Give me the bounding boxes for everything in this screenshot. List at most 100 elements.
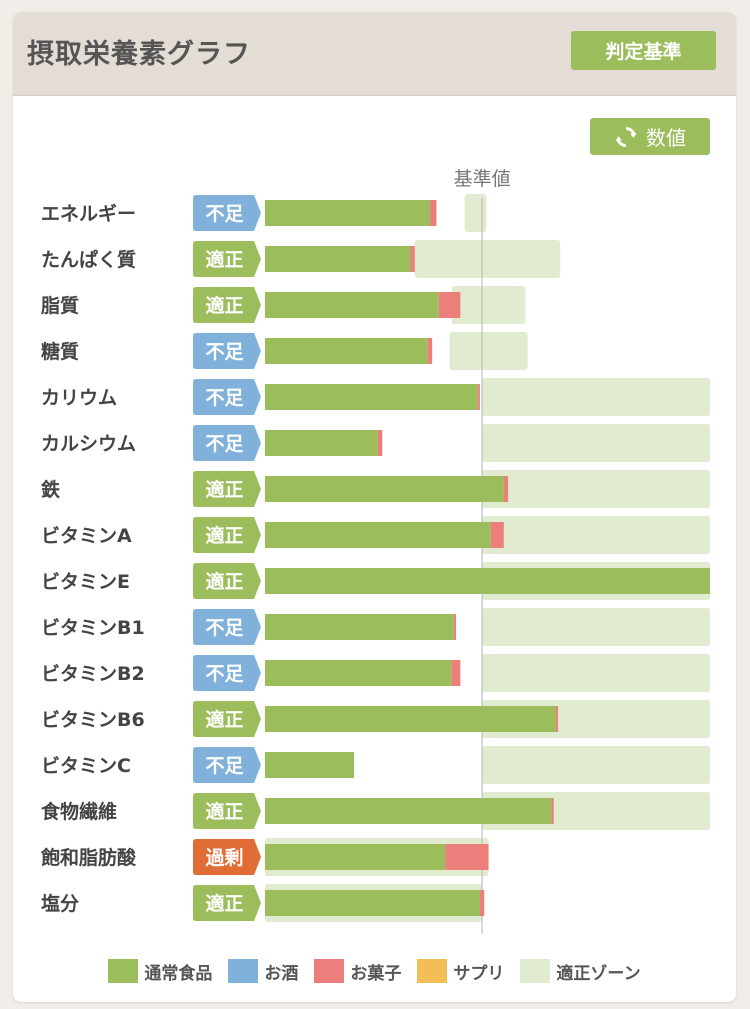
nutrient-label: たんぱく質 [41,248,136,271]
zone-band [482,746,710,784]
nutrient-label: エネルギー [41,203,136,225]
legend-item: サプリ [417,959,504,984]
status-badge-label: 不足 [205,203,244,225]
refresh-icon [614,125,638,149]
zone-band [482,608,710,646]
status-badge [193,701,261,737]
bar-food [265,568,710,594]
bar-snacks [453,614,457,640]
status-badge-label: 適正 [205,248,243,271]
bar-food [265,798,552,824]
bar-snacks [477,384,480,410]
status-badge-label: 不足 [205,617,244,639]
legend-swatch [228,959,259,983]
status-badge [193,839,261,875]
status-badge [193,793,261,829]
status-badge-label: 適正 [205,570,243,593]
values-button-label: 数値 [646,126,686,150]
nutrient-label: ビタミンB1 [41,617,145,639]
status-badge-label: 不足 [205,433,244,455]
values-toggle-button[interactable]: 数値 [590,118,710,155]
status-badge [193,379,261,415]
chart-legend: 通常食品 お酒 お菓子 サプリ 適正ゾーン [13,957,736,985]
nutrient-label: 食物繊維 [41,800,117,823]
nutrient-graph-card: 摂取栄養素グラフ 判定基準 数値 基準値 エネルギー 不足 たんぱく質 適正 脂質 適正 糖質… [13,12,736,1002]
zone-band [464,194,487,232]
status-badge [193,333,261,369]
bar-food [265,706,556,732]
zone-band [414,240,561,278]
status-badge-label: 適正 [205,800,243,823]
zone-band [482,516,710,554]
page-title: 摂取栄養素グラフ [27,39,251,70]
status-badge [193,471,261,507]
bar-snacks [479,890,485,916]
status-badge-label: 適正 [205,294,243,317]
legend-label: サプリ [453,963,505,984]
status-badge [193,885,261,921]
zone-band [482,654,710,692]
legend-label: 適正ゾーン [556,963,641,984]
legend-item: 通常食品 [108,959,212,984]
bar-snacks [427,338,433,364]
bar-snacks [445,844,489,870]
bar-snacks [551,798,554,824]
criteria-button[interactable]: 判定基準 [571,31,716,70]
status-badge-label: 不足 [205,663,244,685]
status-badge [193,609,261,645]
reference-label: 基準値 [454,168,511,190]
nutrient-label: ビタミンC [41,755,131,777]
bar-food [265,476,504,502]
status-badge-label: 不足 [205,341,244,363]
legend-label: 通常食品 [144,963,213,984]
nutrient-label: カルシウム [41,433,136,455]
bar-snacks [429,200,437,226]
zone-band [482,424,710,462]
legend-item: お酒 [228,959,298,984]
zone-band [482,470,710,508]
status-badge [193,425,261,461]
status-badge-label: 不足 [205,755,244,777]
nutrient-label: 糖質 [41,340,79,363]
legend-swatch [314,959,345,983]
nutrient-label: 脂質 [41,294,79,317]
nutrient-label: ビタミンB6 [41,709,145,731]
bar-snacks [490,522,504,548]
nutrient-label: カリウム [41,387,117,409]
status-badge [193,655,261,691]
bar-snacks [555,706,559,732]
legend-swatch [108,959,139,983]
status-badge-label: 適正 [205,892,243,915]
legend-item: 適正ゾーン [520,959,641,984]
nutrient-label: 鉄 [41,478,60,501]
card-header: 摂取栄養素グラフ 判定基準 [13,12,736,96]
nutrient-chart: 基準値エネルギー 不足たんぱく質 適正脂質 適正糖質 不足カリウム 不足カルシウム 不足鉄適… [40,168,710,934]
status-badge [193,747,261,783]
nutrient-label: 飽和脂肪酸 [40,846,137,869]
bar-food [265,752,354,778]
status-badge [193,563,261,599]
status-badge [193,195,261,231]
zone-band [482,378,710,416]
status-badge-label: 適正 [205,478,243,501]
legend-label: お酒 [264,963,299,984]
status-badge-label: 不足 [205,387,244,409]
status-badge [193,517,261,553]
status-badge [193,287,261,323]
bar-food [265,246,411,272]
bar-food [265,614,454,640]
status-badge-label: 過剰 [205,846,243,869]
bar-snacks [451,660,461,686]
zone-band [449,332,528,370]
bar-snacks [377,430,383,456]
bar-food [265,292,439,318]
zone-band [451,286,526,324]
bar-snacks [503,476,509,502]
bar-food [265,338,428,364]
legend-item: お菓子 [314,959,401,984]
bar-snacks [410,246,415,272]
bar-food [265,660,452,686]
legend-swatch [417,959,448,983]
nutrient-label: ビタミンB2 [41,663,145,685]
legend-label: お菓子 [350,963,402,984]
